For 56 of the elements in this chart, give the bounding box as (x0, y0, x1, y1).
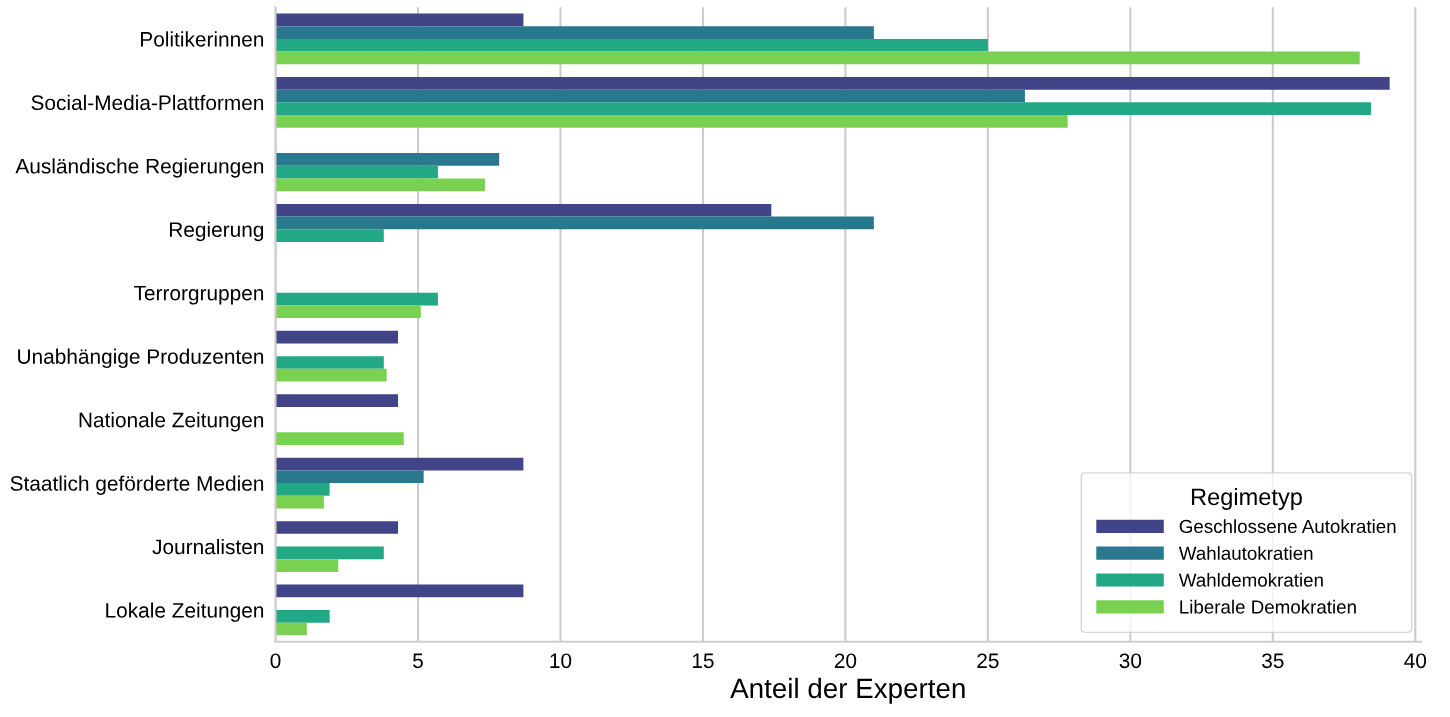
y-tick-label: Unabhängige Produzenten (18, 348, 264, 369)
bar (275, 292, 438, 306)
x-tick-label: 30 (1119, 653, 1142, 669)
legend-label: Wahlautokratien (1178, 546, 1313, 560)
bar (275, 153, 500, 166)
y-tick-label: Terrorgruppen (134, 285, 264, 305)
y-tick-label: Social-Media-Plattformen (31, 94, 264, 111)
bar (275, 584, 524, 598)
y-tick-label: Politikerinnen (141, 31, 264, 47)
bar (275, 165, 438, 179)
bar (275, 495, 324, 509)
x-tick-label: 15 (692, 653, 714, 669)
x-tick-label: 0 (270, 653, 281, 669)
bar (275, 622, 307, 636)
bar (275, 470, 424, 484)
bar (275, 457, 524, 471)
x-tick-label: 25 (977, 653, 999, 669)
x-tick-label: 40 (1404, 653, 1427, 669)
y-tick-label: Staatlich geförderte Medien (10, 475, 264, 495)
y-tick-label: Regierung (169, 221, 264, 242)
bar (275, 26, 874, 39)
bar (275, 102, 1372, 116)
bar (275, 38, 988, 52)
bar (275, 76, 1390, 90)
x-tick-label: 35 (1262, 653, 1284, 669)
bar (275, 546, 384, 560)
y-tick-label: Lokale Zeitungen (106, 602, 264, 622)
bar (275, 432, 404, 446)
y-tick-label: Nationale Zeitungen (79, 412, 264, 432)
bar (275, 229, 384, 242)
bar (275, 51, 1360, 65)
x-tick-label: 10 (550, 653, 572, 669)
bar (275, 394, 399, 407)
legend-title: Regimetyp (1191, 487, 1302, 510)
bar (275, 89, 1025, 103)
x-axis-title: Anteil der Experten (730, 677, 965, 704)
bar (275, 483, 330, 496)
legend-label: Liberale Demokratien (1180, 599, 1356, 614)
bar (275, 216, 874, 230)
bar (275, 368, 387, 382)
bar (275, 305, 421, 319)
bar (275, 203, 772, 217)
y-tick-label: Ausländische Regierungen (15, 158, 264, 178)
bar (275, 609, 330, 623)
y-tick-label: Journalisten (152, 538, 264, 555)
bar (275, 356, 384, 369)
bar (275, 559, 339, 572)
x-tick-label: 5 (413, 653, 423, 669)
bar (275, 13, 524, 27)
bar (275, 178, 485, 192)
bar (275, 330, 399, 344)
legend-label: Geschlossene Autokratien (1179, 519, 1396, 534)
legend-label: Wahldemokratien (1178, 573, 1323, 587)
x-tick-label: 20 (834, 653, 857, 669)
bar (275, 115, 1068, 128)
bar (275, 521, 399, 534)
